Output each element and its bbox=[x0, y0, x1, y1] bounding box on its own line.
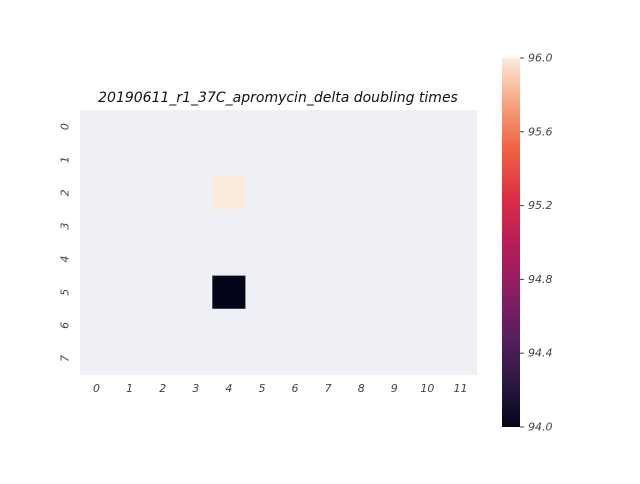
y-tick-label: 7 bbox=[59, 355, 72, 362]
x-tick-label: 1 bbox=[126, 382, 133, 395]
colorbar-tick-label: 96.0 bbox=[528, 52, 553, 65]
chart-title: 20190611_r1_37C_apromycin_delta doubling… bbox=[98, 90, 458, 106]
colorbar-tick-label: 94.4 bbox=[528, 347, 553, 360]
x-tick-label: 5 bbox=[258, 382, 265, 395]
x-tick-label: 6 bbox=[292, 382, 299, 395]
y-axis-ticks: 0 1 2 3 4 5 6 7 bbox=[59, 123, 72, 362]
x-tick-label: 0 bbox=[93, 382, 100, 395]
colorbar-tick-label: 94.8 bbox=[528, 273, 553, 286]
y-tick-label: 6 bbox=[59, 322, 72, 329]
colorbar-ticks: 94.0 94.4 94.8 95.2 95.6 96.0 bbox=[520, 52, 553, 434]
x-tick-label: 7 bbox=[325, 382, 332, 395]
y-tick-label: 0 bbox=[59, 123, 72, 130]
y-tick-label: 2 bbox=[59, 189, 72, 196]
heatmap-cell bbox=[212, 275, 246, 309]
heatmap-cell bbox=[212, 176, 246, 210]
x-tick-label: 4 bbox=[225, 382, 232, 395]
heatmap-cells bbox=[212, 176, 246, 309]
y-tick-label: 1 bbox=[59, 156, 72, 163]
plot-area bbox=[80, 110, 477, 375]
colorbar-tick-label: 95.6 bbox=[528, 125, 553, 138]
x-tick-label: 8 bbox=[358, 382, 365, 395]
colorbar bbox=[502, 58, 520, 427]
x-tick-label: 3 bbox=[192, 382, 199, 395]
x-axis-ticks: 0 1 2 3 4 5 6 7 8 9 10 11 bbox=[93, 382, 467, 395]
x-tick-label: 2 bbox=[159, 382, 166, 395]
colorbar-tick-label: 94.0 bbox=[528, 421, 553, 434]
y-tick-label: 3 bbox=[59, 222, 72, 229]
x-tick-label: 11 bbox=[453, 382, 467, 395]
x-tick-label: 10 bbox=[420, 382, 434, 395]
y-tick-label: 5 bbox=[59, 289, 72, 296]
colorbar-tick-label: 95.2 bbox=[528, 199, 553, 212]
x-tick-label: 9 bbox=[391, 382, 398, 395]
y-tick-label: 4 bbox=[59, 256, 72, 263]
